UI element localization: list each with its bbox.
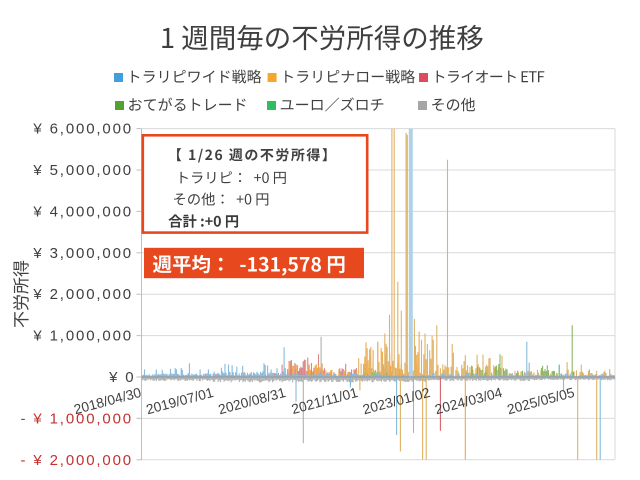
svg-text:- ¥ 2,000,000: - ¥ 2,000,000 (21, 452, 133, 469)
svg-text:¥ 3,000,000: ¥ 3,000,000 (32, 245, 133, 262)
svg-text:¥ 0: ¥ 0 (108, 369, 135, 386)
svg-text:¥ 5,000,000: ¥ 5,000,000 (32, 162, 133, 179)
svg-text:¥ 6,000,000: ¥ 6,000,000 (32, 121, 133, 138)
svg-text:¥ 2,000,000: ¥ 2,000,000 (32, 286, 133, 303)
svg-text:¥ 1,000,000: ¥ 1,000,000 (32, 328, 133, 345)
svg-text:¥ 4,000,000: ¥ 4,000,000 (32, 203, 133, 220)
svg-text:- ¥ 1,000,000: - ¥ 1,000,000 (21, 410, 133, 427)
